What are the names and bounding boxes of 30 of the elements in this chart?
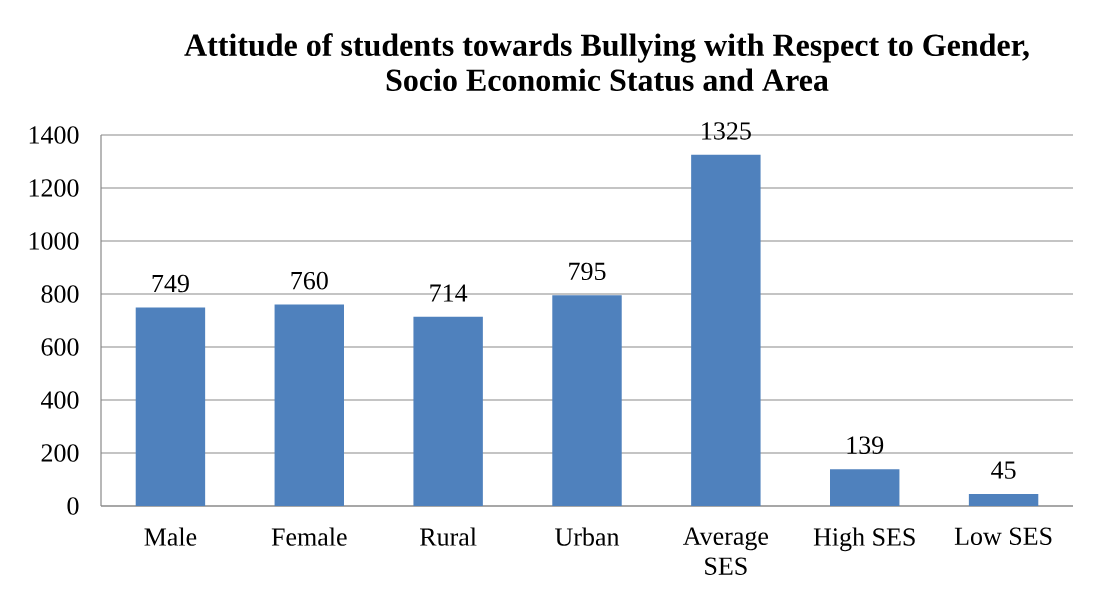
bar (274, 304, 344, 506)
data-label: 1325 (702, 122, 751, 140)
bar (552, 295, 622, 506)
bar (135, 307, 206, 506)
data-label: 139 (847, 436, 884, 454)
data-label: 714 (430, 284, 468, 302)
y-tick-label: 800 (41, 285, 79, 303)
data-label: 45 (991, 461, 1016, 479)
bar (691, 154, 761, 506)
y-tick-label: 600 (41, 338, 79, 356)
x-tick-label: Average SES (683, 527, 769, 575)
x-tick-label: Urban (555, 527, 620, 546)
x-tick-label: Rural (420, 527, 477, 546)
y-tick-label: 1400 (29, 126, 79, 144)
x-tick-label: Low SES (954, 527, 1052, 545)
bar (413, 316, 483, 506)
data-label: 795 (569, 262, 606, 281)
x-tick-label: Female (271, 527, 347, 546)
x-tick-label: High SES (813, 527, 915, 552)
bar (968, 494, 1039, 506)
x-tick-label: Male (144, 527, 197, 546)
bar (830, 469, 900, 506)
y-tick-label: 0 (67, 497, 79, 515)
data-label: 760 (291, 271, 328, 290)
y-tick-label: 1000 (29, 232, 79, 250)
y-tick-label: 200 (41, 444, 79, 462)
chart-title: Attitude of students towards Bullying with Respect to Gender, Socio Economic Status and Area (184, 33, 1029, 92)
data-label: 749 (152, 274, 189, 293)
y-tick-label: 1200 (29, 179, 79, 197)
y-tick-label: 400 (40, 391, 79, 409)
